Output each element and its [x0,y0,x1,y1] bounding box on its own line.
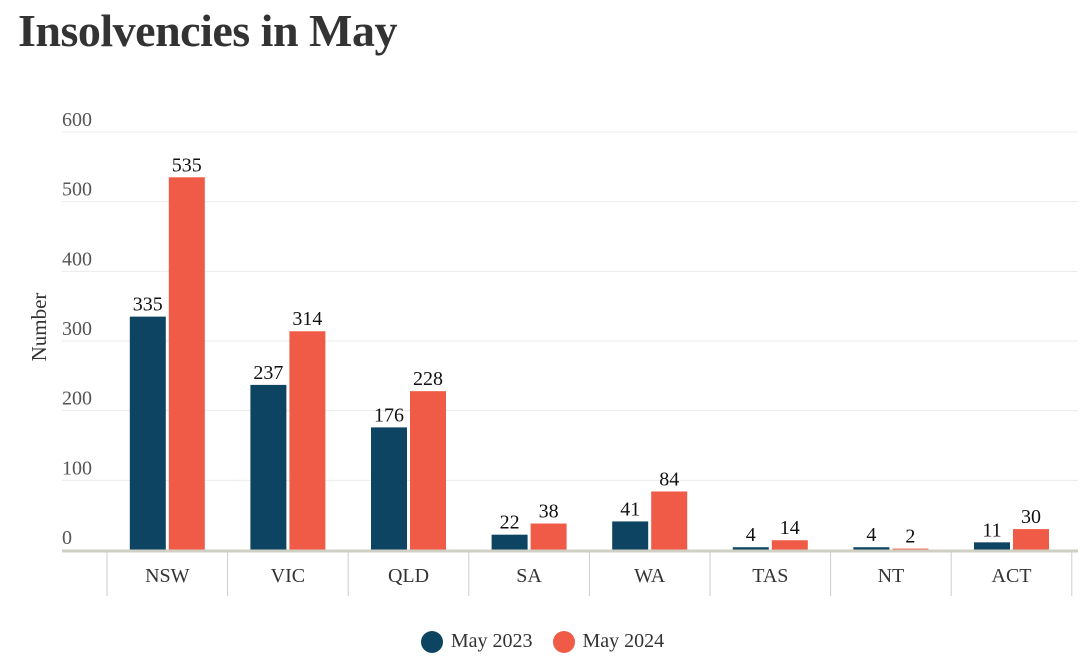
y-tick-label: 300 [62,318,92,340]
data-label: 41 [620,498,640,520]
data-label: 176 [374,404,404,426]
bar-nt-2024 [892,548,929,550]
x-tick-label: ACT [992,565,1032,587]
data-label: 11 [982,519,1001,541]
bar-nsw-2024 [168,177,205,551]
data-label: 14 [780,517,800,539]
x-tick-label: SA [516,565,542,587]
data-label: 22 [500,512,520,534]
y-axis-ticks: 0 100 200 300 400 500 600 [62,109,92,549]
bars [129,177,1049,551]
x-tick-label: WA [634,565,666,587]
data-label: 38 [539,501,559,523]
bar-nt-2023 [853,547,890,550]
data-label: 228 [413,368,443,390]
data-label: 237 [253,362,283,384]
chart-title: Insolvencies in May [18,5,397,56]
legend: May 2023 May 2024 [0,630,1085,653]
bar-act-2024 [1013,529,1049,550]
bar-wa-2023 [612,521,649,550]
bar-sa-2023 [491,534,528,550]
y-tick-label: 400 [62,248,92,270]
bar-vic-2024 [289,331,326,550]
data-label: 30 [1021,506,1041,528]
data-label: 314 [292,308,322,330]
bar-sa-2024 [530,523,567,550]
x-axis: NSW VIC QLD SA WA TAS NT ACT [62,549,1078,596]
legend-swatch [420,630,443,653]
legend-swatch [552,630,575,653]
data-label: 2 [905,526,915,548]
x-tick-label: NSW [145,565,190,587]
data-label: 4 [746,524,756,546]
y-tick-label: 0 [62,527,72,549]
data-label: 84 [659,468,679,490]
y-tick-label: 500 [62,179,92,201]
x-tick-label: NT [878,565,905,587]
bar-act-2023 [974,542,1010,550]
legend-label: May 2024 [582,630,665,652]
y-tick-label: 200 [62,388,92,410]
data-labels: 335 535 237 314 176 228 22 38 41 84 4 14 4 2 11 30 [133,154,1041,547]
x-tick-label: VIC [271,565,305,587]
gridlines [62,131,1078,481]
x-tick-label: TAS [752,565,788,587]
x-tick-label: QLD [388,565,429,587]
bar-nsw-2023 [129,316,166,550]
y-tick-label: 100 [62,457,92,479]
y-tick-label: 600 [62,109,92,131]
legend-label: May 2023 [450,630,533,652]
bar-qld-2024 [410,391,446,550]
bar-vic-2023 [250,384,287,550]
bar-wa-2024 [651,491,688,550]
y-axis-label: Number [27,293,51,362]
legend-item: May 2024 [552,630,665,653]
data-label: 4 [866,524,876,546]
bar-chart: 0 100 200 300 400 500 600 Number 335 535 237 314 1… [27,109,1078,596]
bar-tas-2024 [771,540,808,550]
bar-qld-2023 [371,427,407,550]
data-label: 535 [172,154,202,176]
bar-tas-2023 [732,547,769,550]
data-label: 335 [133,294,163,316]
legend-item: May 2023 [420,630,533,653]
